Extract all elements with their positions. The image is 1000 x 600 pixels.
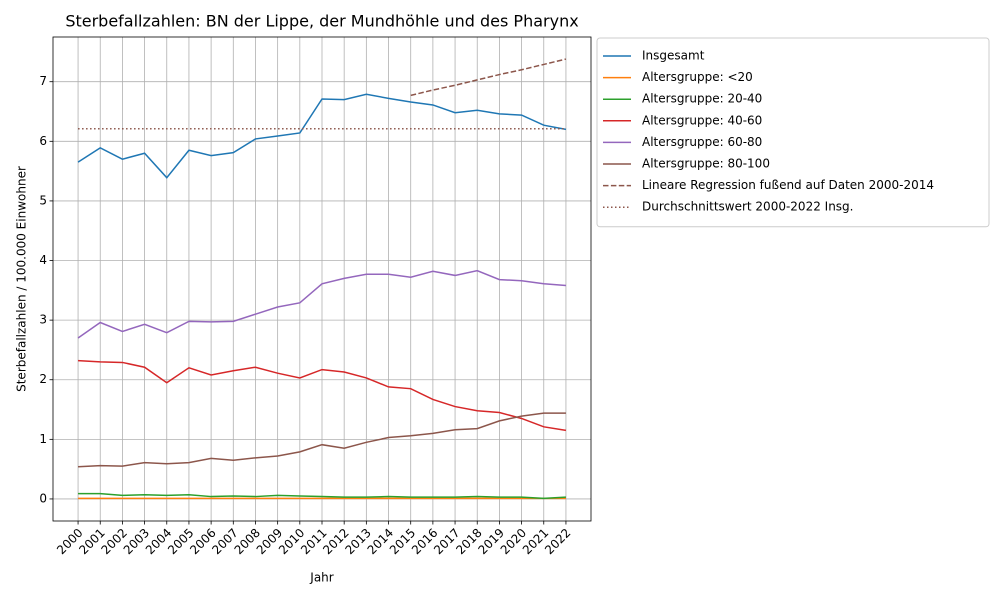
series-line — [410, 58, 567, 97]
y-tick-label: 2 — [39, 372, 47, 386]
legend-label: Altersgruppe: 80-100 — [642, 157, 770, 171]
y-tick-label: 0 — [39, 491, 47, 505]
legend-label: Altersgruppe: 20-40 — [642, 92, 762, 106]
legend-label: Altersgruppe: 40-60 — [642, 113, 762, 127]
y-axis-label: Sterbefallzahlen / 100.000 Einwohner — [15, 166, 29, 392]
legend-label: Altersgruppe: <20 — [642, 70, 753, 84]
series-line — [78, 492, 566, 500]
x-axis-label: Jahr — [309, 571, 333, 585]
y-tick-label: 4 — [39, 253, 47, 267]
legend-label: Lineare Regression fußend auf Daten 2000… — [642, 178, 934, 192]
legend-label: Insgesamt — [642, 49, 705, 63]
legend-label: Durchschnittswert 2000-2022 Insg. — [642, 200, 853, 214]
plot-frame — [52, 36, 592, 522]
legend-box — [596, 37, 990, 228]
series-line — [78, 359, 567, 432]
series-line — [77, 269, 567, 339]
legend-label: Altersgruppe: 60-80 — [642, 135, 762, 149]
y-tick-label: 7 — [39, 74, 47, 88]
y-tick-label: 5 — [39, 193, 47, 207]
y-tick-label: 3 — [39, 313, 47, 327]
chart-title: Sterbefallzahlen: BN der Lippe, der Mund… — [65, 12, 578, 31]
series-line — [78, 412, 566, 468]
x-tick-label: 2022 — [542, 526, 573, 557]
y-tick-label: 1 — [39, 432, 47, 446]
y-tick-label: 6 — [39, 134, 47, 148]
series-line — [77, 93, 567, 179]
